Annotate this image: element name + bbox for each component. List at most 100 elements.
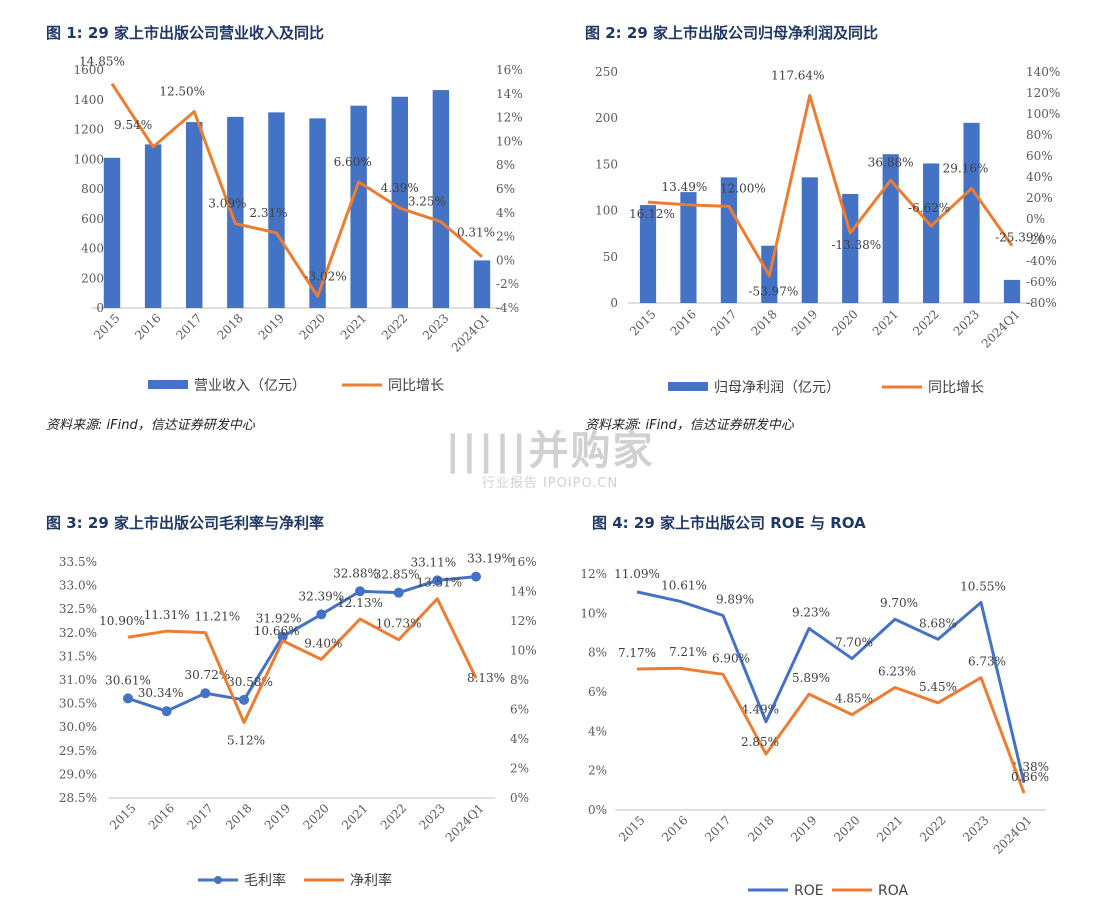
data-label: 4.49%	[741, 703, 779, 717]
data-label: 9.54%	[114, 118, 152, 132]
data-label: 30.61%	[105, 673, 151, 687]
data-label: 9.70%	[880, 596, 918, 610]
data-label: 10.66%	[254, 624, 300, 638]
data-label: 8.68%	[919, 616, 957, 630]
data-label: 5.12%	[227, 733, 265, 747]
bar	[144, 144, 162, 308]
figure-2-source: 资料来源: iFind，信达证券研发中心	[585, 418, 794, 433]
left-axis-tick: 31.0%	[59, 673, 97, 687]
legend-label: ROA	[878, 883, 909, 899]
right-axis-tick: 40%	[1026, 170, 1053, 184]
data-label: 29.16%	[943, 161, 989, 175]
left-axis-tick: 12%	[580, 567, 607, 581]
data-label: -6.62%	[908, 201, 950, 215]
data-label: 12.13%	[337, 596, 383, 610]
legend-label: 营业收入（亿元）	[194, 378, 306, 394]
right-axis-tick: -20%	[1026, 233, 1057, 247]
left-axis-tick: 31.5%	[59, 649, 97, 663]
legend-label: 净利率	[350, 872, 392, 889]
left-axis-tick: 28.5%	[59, 791, 97, 805]
left-axis-tick: 33.5%	[59, 555, 97, 569]
data-label: 10.55%	[960, 580, 1006, 594]
legend-label: 毛利率	[244, 872, 286, 889]
left-axis-tick: 100	[595, 204, 618, 218]
left-axis-tick: 250	[595, 65, 618, 79]
data-label: 6.23%	[878, 664, 916, 678]
legend-label: 同比增长	[388, 378, 444, 394]
data-label: 5.89%	[792, 671, 830, 685]
right-axis-tick: 10%	[510, 644, 537, 658]
bar	[309, 118, 326, 308]
bar	[923, 163, 940, 303]
right-axis-tick: 4%	[496, 206, 515, 220]
series-line	[647, 93, 1014, 278]
data-label: -53.97%	[748, 285, 798, 299]
data-label: 16.12%	[629, 207, 675, 221]
watermark: |||||并购家 行业报告 IPOIPO.CN	[440, 418, 660, 491]
legend-label: 同比增长	[928, 380, 984, 396]
bar	[268, 112, 285, 308]
right-axis-tick: -60%	[1026, 275, 1057, 289]
legend-swatch	[668, 382, 708, 391]
series-line	[636, 590, 1026, 784]
data-label: 11.31%	[144, 608, 190, 622]
right-axis-tick: 12%	[510, 614, 537, 628]
bar	[432, 90, 450, 308]
data-label: 11.09%	[614, 567, 660, 581]
legend-swatch	[148, 380, 188, 389]
right-axis-tick: 12%	[496, 111, 523, 125]
data-label: 33.11%	[410, 555, 456, 569]
right-axis-tick: 20%	[1026, 191, 1053, 205]
left-axis-tick: 1000	[73, 152, 104, 166]
data-point	[316, 609, 327, 620]
legend-marker	[214, 876, 222, 884]
data-label: 6.73%	[968, 655, 1006, 669]
category-label: 2017	[702, 813, 733, 844]
legend-label: 归母净利润（亿元）	[714, 379, 840, 396]
right-axis-tick: 16%	[496, 63, 523, 77]
data-label: 12.50%	[159, 85, 205, 99]
data-point	[471, 571, 481, 582]
data-label: 5.45%	[919, 680, 957, 694]
bar	[639, 205, 657, 303]
right-axis-tick: 0%	[496, 253, 515, 267]
data-label: 10.73%	[376, 617, 422, 631]
bar	[720, 177, 737, 303]
right-axis-tick: 2%	[496, 230, 515, 244]
right-axis-tick: 16%	[510, 555, 537, 569]
data-label: 117.64%	[771, 68, 824, 82]
watermark-sub: 行业报告 IPOIPO.CN	[481, 476, 619, 491]
data-label: 11.21%	[194, 610, 240, 624]
data-label: -13.38%	[831, 238, 881, 252]
data-label: 33.19%	[467, 552, 513, 566]
data-label: 31.92%	[256, 612, 302, 626]
right-axis-tick: 6%	[496, 182, 515, 196]
right-axis-tick: 140%	[1026, 65, 1060, 79]
bar	[350, 105, 367, 308]
data-point	[432, 575, 443, 586]
figure-4-title: 图 4: 29 家上市出版公司 ROE 与 ROA	[592, 514, 866, 532]
figure-1-source: 资料来源: iFind，信达证券研发中心	[46, 418, 255, 433]
right-axis-tick: -4%	[496, 301, 519, 315]
left-axis-tick: 1600	[73, 63, 104, 77]
left-axis-tick: 200	[595, 111, 618, 125]
left-axis-tick: 32.5%	[59, 602, 97, 616]
data-label: -25.39%	[995, 231, 1045, 245]
right-axis-tick: 14%	[510, 585, 537, 599]
right-axis-tick: 60%	[1026, 149, 1053, 163]
data-label: 36.88%	[868, 155, 914, 169]
category-label: 2023	[960, 813, 991, 844]
data-label: 12.00%	[720, 181, 766, 195]
data-label: 4.39%	[381, 181, 419, 195]
left-axis-tick: 29.0%	[59, 767, 97, 781]
right-axis-tick: -80%	[1026, 296, 1057, 310]
figure-2-title: 图 2: 29 家上市出版公司归母净利润及同比	[585, 24, 878, 42]
figure-3-title: 图 3: 29 家上市出版公司毛利率与净利率	[46, 514, 324, 532]
left-axis-tick: 1200	[73, 123, 104, 137]
bar	[680, 192, 697, 303]
bar	[391, 96, 408, 309]
left-axis-tick: 400	[81, 242, 104, 256]
right-axis-tick: 0%	[1026, 212, 1045, 226]
